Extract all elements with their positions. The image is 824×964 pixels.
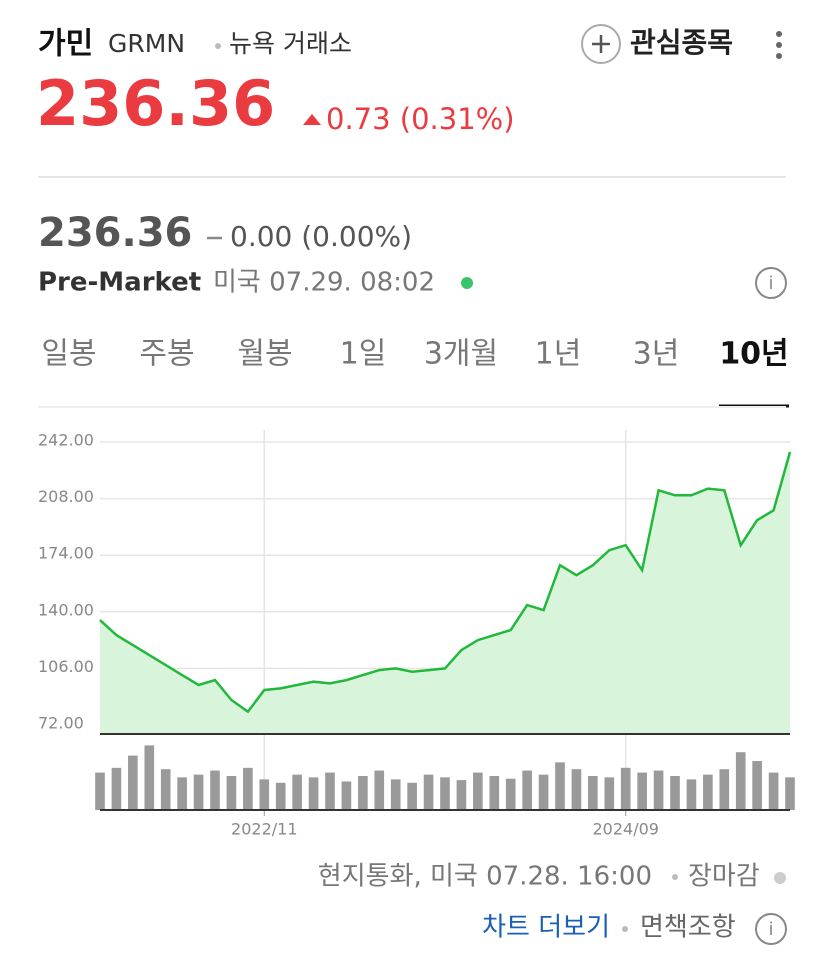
volume-bar — [703, 774, 713, 810]
tabs: 일봉 주봉 월봉 1일 3개월 1년 3년 10년 — [41, 337, 789, 408]
separator — [215, 43, 221, 49]
disclaimer-link[interactable]: 면책조항 — [640, 913, 736, 943]
pre-market-change: 0.00 (0.00%) — [230, 220, 412, 253]
tab[interactable]: 주봉 — [139, 337, 194, 372]
volume-bar — [505, 778, 516, 810]
volume-bar — [374, 770, 385, 810]
plus — [592, 35, 610, 53]
pre-market-price: 236.36 — [38, 210, 192, 256]
volume-bar — [473, 772, 483, 810]
info-button[interactable]: i — [755, 913, 787, 945]
volume-bar — [407, 782, 417, 810]
volume-bar — [735, 752, 746, 810]
price-line — [99, 451, 792, 714]
area — [100, 452, 790, 734]
menu-icon[interactable] — [776, 31, 782, 59]
volume-bar — [275, 782, 286, 810]
watchlist-button[interactable]: 관심종목 — [581, 24, 733, 64]
volume-bar — [555, 762, 565, 810]
volume-bar — [456, 780, 467, 810]
volume-bar — [522, 770, 532, 810]
volume-bar — [604, 777, 615, 810]
volume-bar — [177, 777, 187, 810]
volume-bar — [670, 776, 680, 810]
ticker: GRMN — [108, 29, 185, 58]
market-status: 장마감 — [688, 862, 760, 892]
volume-bar — [128, 755, 138, 810]
tab[interactable]: 일봉 — [41, 337, 96, 372]
volume-bar — [95, 772, 105, 810]
volume-bar — [423, 774, 434, 810]
tab[interactable]: 10년 — [719, 337, 788, 372]
volume-bar — [752, 761, 762, 810]
volume-bar — [259, 779, 270, 810]
info-button[interactable]: i — [755, 267, 787, 299]
separator — [622, 926, 628, 932]
volume-bar — [390, 779, 401, 810]
volume-bar — [440, 777, 450, 810]
tab[interactable]: 월봉 — [237, 337, 292, 372]
y-tick-label: 72.00 — [38, 714, 84, 733]
status-dot — [461, 277, 473, 289]
volume-bar — [637, 772, 647, 810]
volume-bar — [210, 770, 220, 810]
volume-bar — [571, 769, 582, 810]
add-icon[interactable] — [581, 24, 621, 64]
tab[interactable]: 3개월 — [424, 337, 498, 372]
volume-bar — [785, 777, 795, 810]
tab[interactable]: 3년 — [633, 337, 680, 372]
y-tick-label: 242.00 — [38, 431, 94, 450]
status-dot — [774, 872, 786, 884]
volume-bar — [144, 745, 155, 810]
volume-bar — [719, 769, 730, 810]
volume-bar — [292, 774, 302, 810]
volume-bar — [226, 776, 237, 810]
volume-bar — [538, 774, 549, 810]
volume-bar — [620, 767, 631, 810]
x-tick-label: 2024/09 — [592, 820, 658, 839]
volume-bar — [653, 770, 664, 810]
tab[interactable]: 1년 — [535, 337, 582, 372]
pre-market-label: Pre-Market — [38, 268, 201, 298]
volume-bar — [341, 781, 352, 810]
volume-bar — [325, 772, 335, 810]
volume-bar — [768, 772, 779, 810]
volume-bar — [686, 779, 697, 810]
price: 236.36 — [36, 67, 275, 140]
y-tick-label: 174.00 — [38, 544, 94, 563]
volume-bar — [243, 767, 253, 810]
exchange: 뉴욕 거래소 — [229, 29, 352, 58]
footer-note: 현지통화, 미국 07.28. 16:00 — [318, 862, 652, 892]
tab[interactable]: 1일 — [340, 337, 387, 372]
up-arrow — [303, 114, 321, 125]
y-tick-label: 106.00 — [38, 657, 94, 676]
volume-bar — [358, 776, 368, 810]
more-chart-link[interactable]: 차트 더보기 — [482, 913, 610, 943]
price-change: 0.73 (0.31%) — [326, 102, 515, 136]
volume-bar — [193, 774, 204, 810]
volume-bar — [588, 776, 598, 810]
volume-bar — [111, 767, 122, 810]
volume-bar — [160, 769, 171, 810]
svg-text:i: i — [768, 273, 773, 294]
stock-name: 가민 — [38, 27, 93, 62]
x-tick-label: 2022/11 — [231, 820, 297, 839]
y-tick-label: 208.00 — [38, 487, 94, 506]
separator — [672, 874, 678, 880]
watchlist-label[interactable]: 관심종목 — [630, 26, 733, 59]
chart: 242.00 208.00 174.00 140.00 106.00 72.00 2022/… — [38, 430, 795, 839]
pre-market-time: 미국 07.29. 08:02 — [213, 268, 435, 298]
volume-bar — [308, 777, 319, 810]
volume-bar — [489, 776, 500, 810]
svg-text:i: i — [768, 919, 773, 940]
y-tick-label: 140.00 — [38, 600, 94, 619]
